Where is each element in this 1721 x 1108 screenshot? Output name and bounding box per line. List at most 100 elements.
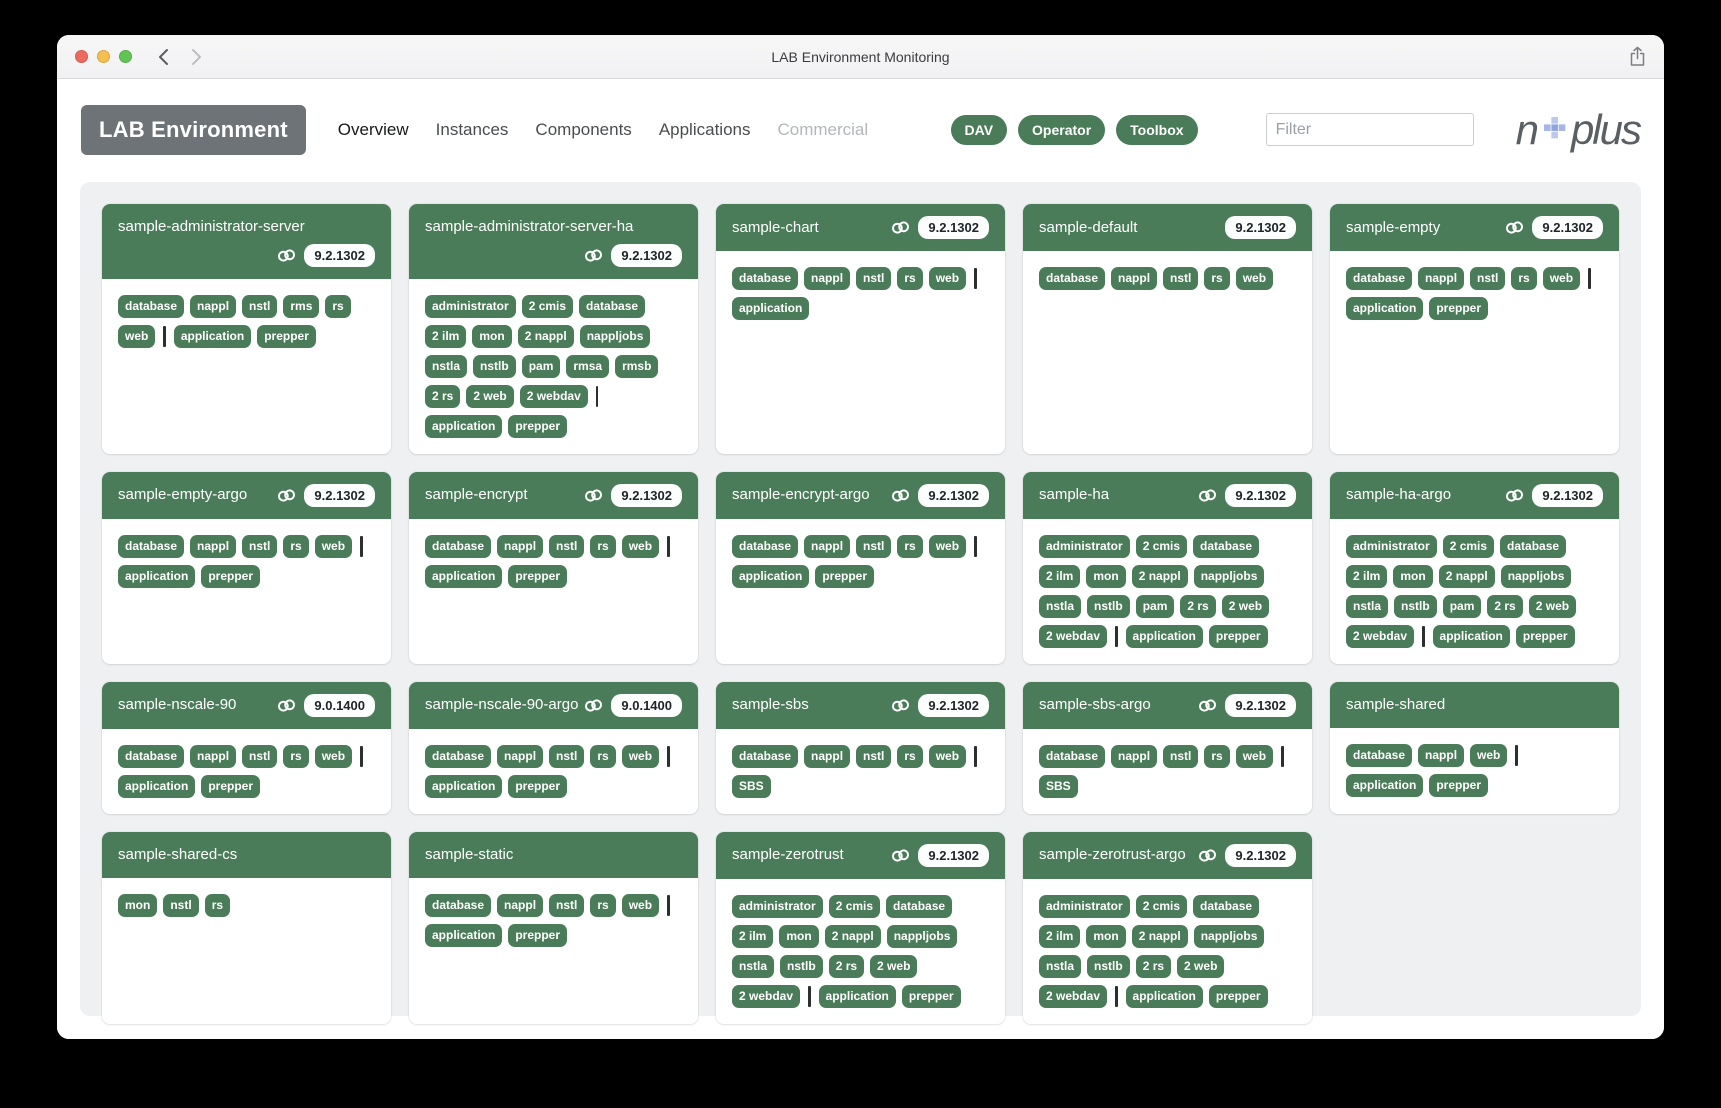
component-tag[interactable]: nappl (1111, 267, 1158, 290)
component-tag[interactable]: nstlb (1087, 594, 1130, 618)
component-tag[interactable]: 2 webdav (519, 384, 588, 408)
component-tag[interactable]: database (1193, 894, 1260, 918)
component-tag[interactable]: nappl (190, 534, 237, 558)
component-tag[interactable]: 2 ilm (1039, 564, 1081, 588)
component-tag[interactable]: mon (472, 324, 512, 348)
component-tag[interactable]: database (425, 744, 492, 768)
version-badge[interactable]: 9.2.1302 (918, 483, 989, 507)
component-tag[interactable]: web (1235, 744, 1274, 768)
component-tag[interactable]: prepper (901, 984, 961, 1008)
component-tag[interactable]: SBS (1039, 774, 1078, 798)
component-tag[interactable]: rmsa (566, 354, 610, 378)
component-tag[interactable]: database (425, 534, 492, 558)
component-tag[interactable]: nappljobs (579, 324, 651, 348)
forward-arrow-icon[interactable] (191, 48, 202, 66)
link-icon[interactable] (1197, 486, 1219, 505)
version-badge[interactable]: 9.2.1302 (1225, 693, 1296, 717)
component-tag[interactable]: 2 cmis (1442, 534, 1495, 558)
component-tag[interactable]: 2 rs (1180, 594, 1216, 618)
component-tag[interactable]: prepper (1208, 624, 1268, 648)
component-tag[interactable]: pam (1442, 594, 1482, 618)
component-tag[interactable]: web (928, 534, 967, 558)
component-tag[interactable]: nstl (549, 744, 585, 768)
component-tag[interactable]: nappl (190, 744, 237, 768)
component-tag[interactable]: web (314, 744, 353, 768)
component-tag[interactable]: mon (118, 893, 158, 917)
version-badge[interactable]: 9.2.1302 (918, 216, 989, 239)
component-tag[interactable]: database (118, 744, 185, 768)
component-tag[interactable]: 2 cmis (828, 894, 881, 918)
component-tag[interactable]: prepper (1515, 624, 1575, 648)
toolbox-button[interactable]: Toolbox (1116, 114, 1198, 145)
component-tag[interactable]: application (425, 774, 503, 798)
component-tag[interactable]: 2 web (466, 384, 514, 408)
link-icon[interactable] (1504, 486, 1526, 505)
version-badge[interactable]: 9.2.1302 (918, 693, 989, 717)
component-tag[interactable]: prepper (508, 414, 568, 438)
component-tag[interactable]: nappl (190, 294, 237, 318)
component-tag[interactable]: nappl (804, 744, 851, 768)
version-badge[interactable]: 9.2.1302 (1225, 483, 1296, 507)
component-tag[interactable]: pam (1135, 594, 1175, 618)
component-tag[interactable]: rs (283, 534, 309, 558)
component-tag[interactable]: nappl (804, 534, 851, 558)
component-tag[interactable]: web (118, 324, 156, 348)
link-icon[interactable] (890, 486, 912, 505)
component-tag[interactable]: rmsb (615, 354, 659, 378)
operator-button[interactable]: Operator (1018, 114, 1106, 145)
component-tag[interactable]: administrator (1039, 894, 1130, 918)
version-badge[interactable]: 9.2.1302 (304, 483, 375, 507)
component-tag[interactable]: SBS (732, 774, 771, 798)
component-tag[interactable]: 2 rs (425, 384, 461, 408)
component-tag[interactable]: 2 ilm (425, 324, 467, 348)
back-arrow-icon[interactable] (158, 48, 169, 66)
link-icon[interactable] (583, 696, 605, 715)
component-tag[interactable]: nstl (242, 294, 278, 318)
component-tag[interactable]: database (118, 294, 185, 318)
component-tag[interactable]: database (1346, 267, 1413, 290)
version-badge[interactable]: 9.0.1400 (611, 693, 682, 717)
component-tag[interactable]: nappl (804, 267, 851, 290)
component-tag[interactable]: rms (283, 294, 320, 318)
component-tag[interactable]: 2 web (1528, 594, 1577, 618)
component-tag[interactable]: database (1346, 743, 1413, 767)
component-tag[interactable]: application (425, 564, 503, 588)
component-tag[interactable]: prepper (257, 324, 316, 348)
component-tag[interactable]: prepper (508, 564, 568, 588)
component-tag[interactable]: rs (590, 744, 616, 768)
component-tag[interactable]: 2 webdav (1039, 624, 1108, 648)
component-tag[interactable]: 2 rs (1135, 954, 1172, 978)
version-badge[interactable]: 9.2.1302 (1532, 483, 1603, 507)
component-tag[interactable]: nstla (732, 954, 775, 978)
share-icon[interactable] (1629, 46, 1646, 67)
component-tag[interactable]: rs (325, 294, 351, 318)
component-tag[interactable]: rs (897, 534, 923, 558)
component-tag[interactable]: nstl (549, 534, 585, 558)
component-tag[interactable]: web (1235, 267, 1274, 290)
component-tag[interactable]: web (928, 267, 967, 290)
component-tag[interactable]: web (314, 534, 353, 558)
component-tag[interactable]: rs (283, 744, 309, 768)
component-tag[interactable]: 2 web (870, 954, 918, 978)
component-tag[interactable]: administrator (1039, 534, 1130, 558)
component-tag[interactable]: 2 nappl (517, 324, 574, 348)
component-tag[interactable]: application (118, 774, 196, 798)
link-icon[interactable] (583, 246, 605, 265)
component-tag[interactable]: rs (897, 267, 923, 290)
component-tag[interactable]: nappl (497, 744, 544, 768)
component-tag[interactable]: application (732, 564, 810, 588)
version-badge[interactable]: 9.2.1302 (1225, 216, 1296, 239)
minimize-window-button[interactable] (97, 50, 110, 63)
component-tag[interactable]: 2 rs (1487, 594, 1523, 618)
component-tag[interactable]: 2 webdav (1346, 624, 1415, 648)
component-tag[interactable]: administrator (425, 294, 516, 318)
component-tag[interactable]: 2 cmis (521, 294, 574, 318)
component-tag[interactable]: application (425, 923, 503, 947)
component-tag[interactable]: application (818, 984, 896, 1008)
component-tag[interactable]: 2 nappl (1438, 564, 1495, 588)
component-tag[interactable]: nappljobs (1193, 924, 1265, 948)
component-tag[interactable]: rs (1204, 744, 1230, 768)
component-tag[interactable]: database (579, 294, 646, 318)
component-tag[interactable]: prepper (201, 774, 261, 798)
component-tag[interactable]: 2 web (1221, 594, 1270, 618)
